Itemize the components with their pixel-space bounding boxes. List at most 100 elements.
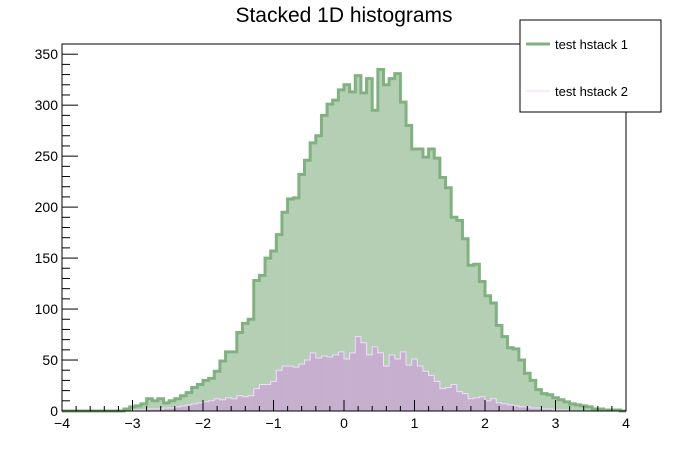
bar-test-hstack-2 bbox=[146, 408, 153, 411]
bar-test-hstack-1 bbox=[479, 281, 486, 397]
bar-test-hstack-1 bbox=[152, 400, 159, 409]
bar-test-hstack-1 bbox=[310, 142, 317, 353]
legend-label-test-hstack-1: test hstack 1 bbox=[555, 37, 628, 52]
bar-test-hstack-1 bbox=[344, 84, 350, 360]
bar-test-hstack-2 bbox=[276, 370, 283, 411]
bar-test-hstack-2 bbox=[428, 375, 435, 411]
bar-test-hstack-2 bbox=[563, 409, 570, 411]
bar-test-hstack-2 bbox=[473, 397, 480, 411]
bar-test-hstack-1 bbox=[569, 403, 576, 411]
bar-test-hstack-2 bbox=[140, 409, 147, 411]
bar-test-hstack-2 bbox=[203, 401, 209, 411]
bar-test-hstack-2 bbox=[152, 408, 159, 411]
bar-test-hstack-2 bbox=[298, 364, 305, 411]
y-tick-label: 50 bbox=[42, 352, 58, 368]
bar-test-hstack-2 bbox=[434, 381, 441, 411]
bar-test-hstack-1 bbox=[248, 319, 255, 396]
bar-test-hstack-1 bbox=[434, 158, 441, 382]
bar-test-hstack-2 bbox=[219, 399, 226, 411]
bar-test-hstack-2 bbox=[169, 407, 176, 411]
bar-test-hstack-2 bbox=[253, 388, 260, 411]
bar-test-hstack-2 bbox=[191, 403, 198, 411]
bar-test-hstack-1 bbox=[366, 78, 373, 355]
bar-test-hstack-1 bbox=[563, 401, 570, 410]
bar-test-hstack-1 bbox=[406, 125, 412, 366]
bar-test-hstack-1 bbox=[400, 102, 407, 352]
bar-test-hstack-1 bbox=[389, 78, 396, 355]
bar-test-hstack-2 bbox=[355, 336, 362, 411]
bar-test-hstack-2 bbox=[406, 365, 412, 411]
bar-test-hstack-1 bbox=[394, 73, 401, 360]
bar-test-hstack-2 bbox=[501, 403, 508, 411]
bar-test-hstack-1 bbox=[439, 177, 446, 389]
bar-test-hstack-1 bbox=[524, 373, 531, 407]
legend: test hstack 1 test hstack 2 bbox=[519, 19, 662, 113]
outline-test-hstack-2 bbox=[62, 336, 626, 412]
bar-test-hstack-2 bbox=[163, 407, 170, 411]
bar-test-hstack-1 bbox=[203, 380, 209, 402]
x-tick-label: −3 bbox=[125, 415, 141, 431]
bar-test-hstack-1 bbox=[338, 89, 345, 352]
bar-test-hstack-2 bbox=[321, 355, 328, 411]
bar-test-hstack-2 bbox=[541, 408, 548, 411]
y-tick-label: 200 bbox=[35, 199, 59, 215]
y-tick-label: 250 bbox=[35, 148, 59, 164]
bar-test-hstack-1 bbox=[558, 399, 565, 410]
bar-test-hstack-1 bbox=[169, 400, 176, 408]
bar-test-hstack-2 bbox=[389, 354, 396, 411]
bar-test-hstack-1 bbox=[485, 295, 491, 401]
bar-test-hstack-2 bbox=[372, 346, 379, 411]
bar-test-hstack-1 bbox=[197, 384, 204, 403]
bar-test-hstack-2 bbox=[439, 388, 446, 411]
bar-test-hstack-2 bbox=[180, 405, 187, 411]
bar-test-hstack-2 bbox=[513, 405, 520, 411]
bar-test-hstack-1 bbox=[270, 250, 277, 382]
bar-test-hstack-1 bbox=[208, 378, 215, 401]
chart-title: Stacked 1D histograms bbox=[235, 4, 452, 27]
bar-test-hstack-1 bbox=[236, 332, 243, 396]
x-tick-label: 1 bbox=[411, 415, 419, 431]
bar-test-hstack-2 bbox=[315, 357, 322, 411]
bar-test-hstack-1 bbox=[327, 104, 334, 357]
bar-test-hstack-2 bbox=[293, 367, 300, 411]
bar-test-hstack-1 bbox=[490, 302, 497, 399]
bar-test-hstack-1 bbox=[383, 84, 390, 367]
bar-test-hstack-1 bbox=[462, 238, 469, 394]
bar-test-hstack-1 bbox=[219, 361, 226, 400]
bar-test-hstack-1 bbox=[541, 393, 548, 409]
bar-test-hstack-1 bbox=[456, 220, 463, 392]
bar-test-hstack-2 bbox=[479, 396, 486, 411]
bar-test-hstack-2 bbox=[445, 387, 452, 411]
bar-test-hstack-2 bbox=[468, 398, 475, 411]
x-tick-label: 2 bbox=[481, 415, 489, 431]
bar-test-hstack-2 bbox=[265, 384, 271, 411]
bar-test-hstack-1 bbox=[513, 348, 520, 406]
bar-test-hstack-2 bbox=[197, 402, 204, 411]
bar-test-hstack-2 bbox=[327, 356, 334, 411]
bar-test-hstack-2 bbox=[304, 360, 311, 411]
bar-test-hstack-1 bbox=[304, 160, 311, 361]
bar-test-hstack-2 bbox=[214, 398, 221, 411]
bar-test-hstack-2 bbox=[231, 398, 238, 411]
bar-test-hstack-2 bbox=[281, 366, 288, 411]
bar-test-hstack-1 bbox=[146, 398, 153, 409]
bar-test-hstack-2 bbox=[558, 409, 565, 411]
bar-test-hstack-1 bbox=[575, 404, 582, 411]
bar-test-hstack-2 bbox=[360, 342, 367, 411]
x-tick-label: −1 bbox=[266, 415, 282, 431]
bar-test-hstack-1 bbox=[214, 371, 221, 399]
bar-test-hstack-2 bbox=[310, 352, 317, 411]
bar-test-hstack-1 bbox=[445, 187, 452, 388]
bar-test-hstack-1 bbox=[586, 406, 593, 411]
bar-test-hstack-1 bbox=[501, 336, 508, 404]
histogram-outlines bbox=[62, 67, 626, 413]
bar-test-hstack-2 bbox=[485, 400, 491, 411]
bar-test-hstack-2 bbox=[383, 366, 390, 411]
y-tick-label: 100 bbox=[35, 301, 59, 317]
bar-test-hstack-1 bbox=[417, 149, 424, 367]
bar-test-hstack-1 bbox=[530, 380, 537, 408]
bar-test-hstack-2 bbox=[530, 407, 537, 411]
bar-test-hstack-2 bbox=[451, 384, 458, 411]
bar-test-hstack-2 bbox=[259, 384, 266, 411]
bar-test-hstack-1 bbox=[180, 395, 187, 406]
